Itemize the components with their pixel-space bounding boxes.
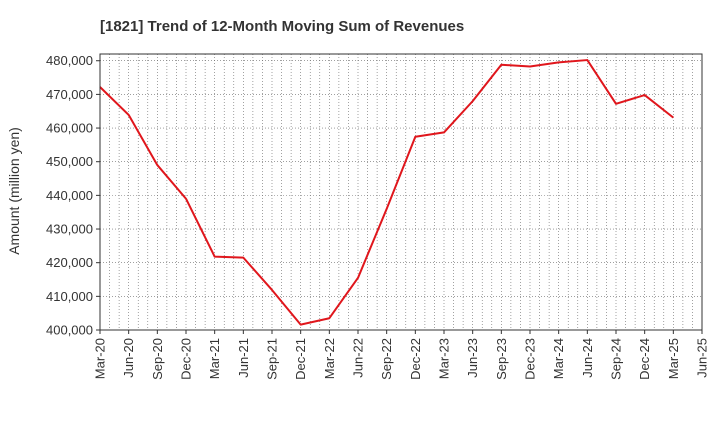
x-tick-label: Dec-24 xyxy=(637,338,652,380)
x-tick-label: Mar-22 xyxy=(322,338,337,379)
x-tick-label: Jun-22 xyxy=(351,338,366,378)
y-tick-label: 480,000 xyxy=(46,53,93,68)
x-tick-label: Mar-23 xyxy=(437,338,452,379)
grid-lines xyxy=(100,54,702,331)
x-tick-label: Mar-20 xyxy=(93,338,108,379)
y-axis-ticks: 400,000 410,000 420,000 430,000 440,000 450,0… xyxy=(46,53,100,338)
chart-title: [1821] Trend of 12-Month Moving Sum of R… xyxy=(100,18,464,35)
x-tick-label: Mar-21 xyxy=(207,338,222,379)
series-layer xyxy=(99,59,674,326)
x-tick-label: Jun-25 xyxy=(695,338,710,378)
x-tick-label: Dec-20 xyxy=(179,338,194,380)
x-tick-label: Jun-20 xyxy=(121,338,136,378)
x-axis-ticks: Mar-20 Jun-20 Sep-20 Dec-20 Mar-21 Jun-21 Sep-… xyxy=(93,330,710,380)
y-axis-label: Amount (million yen) xyxy=(6,127,22,255)
y-tick-label: 430,000 xyxy=(46,222,93,237)
y-tick-label: 410,000 xyxy=(46,289,93,304)
y-tick-label: 470,000 xyxy=(46,87,93,102)
y-tick-label: 400,000 xyxy=(46,323,93,338)
x-tick-label: Sep-24 xyxy=(609,338,624,380)
y-tick-label: 440,000 xyxy=(46,188,93,203)
x-tick-label: Sep-21 xyxy=(265,338,280,380)
x-tick-label: Jun-21 xyxy=(236,338,251,378)
x-tick-label: Jun-23 xyxy=(465,338,480,378)
x-tick-label: Sep-20 xyxy=(150,338,165,380)
y-tick-label: 450,000 xyxy=(46,154,93,169)
x-tick-label: Jun-24 xyxy=(580,338,595,378)
y-tick-label: 460,000 xyxy=(46,121,93,136)
y-tick-label: 420,000 xyxy=(46,255,93,270)
x-tick-label: Mar-24 xyxy=(551,338,566,379)
x-tick-label: Sep-23 xyxy=(494,338,509,380)
plot-frame xyxy=(99,53,703,331)
x-tick-label: Dec-23 xyxy=(523,338,538,380)
x-tick-label: Mar-25 xyxy=(666,338,681,379)
x-tick-label: Dec-21 xyxy=(293,338,308,380)
x-tick-label: Sep-22 xyxy=(379,338,394,380)
x-tick-label: Dec-22 xyxy=(408,338,423,380)
